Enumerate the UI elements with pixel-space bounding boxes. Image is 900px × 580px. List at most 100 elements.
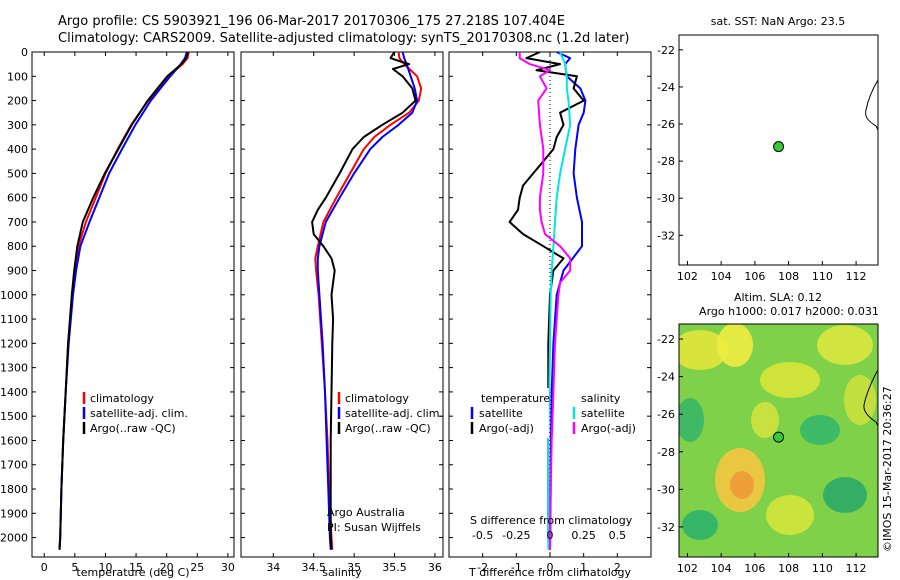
depth-tick-label: 1200: [0, 337, 28, 350]
map-y-tick-label: -28: [657, 446, 675, 459]
map-x-tick-label: 104: [711, 562, 732, 575]
temperature-plot: [43, 51, 229, 557]
series-line-argo_sal: [518, 52, 572, 550]
credit-line1: Argo Australia: [327, 506, 405, 519]
legend-label: satellite-adj. clim.: [90, 407, 188, 420]
temperature-xlabel: temperature (deg C): [76, 566, 189, 579]
map-y-tick-label: -26: [657, 408, 675, 421]
x-tick-label: 1: [580, 561, 587, 574]
x-tick-label: 30: [221, 561, 235, 574]
sla-heatmap: [679, 324, 878, 557]
x-tick-label: 35.5: [382, 561, 407, 574]
depth-tick-label: 400: [7, 143, 28, 156]
legend-header: temperature: [481, 392, 550, 405]
map-x-tick-label: 106: [744, 270, 765, 283]
map-x-tick-label: 110: [812, 562, 833, 575]
s-tick-label: 0.25: [571, 529, 596, 542]
title-line2: Climatology: CARS2009. Satellite-adjuste…: [58, 31, 630, 46]
series-line-satellite: [549, 51, 587, 550]
series-line-satellite: [58, 51, 188, 550]
difference-xlabel: T difference from climatology: [468, 566, 631, 579]
x-tick-label: 10: [98, 561, 112, 574]
x-tick-label: 20: [160, 561, 174, 574]
temperature-panel: [31, 51, 235, 558]
depth-tick-label: 500: [7, 167, 28, 180]
depth-tick-label: 0: [21, 46, 28, 59]
map-x-tick-label: 108: [778, 562, 799, 575]
depth-tick-label: 100: [7, 70, 28, 83]
series-line-climatology: [58, 51, 190, 550]
salinity-legend: climatology satellite-adj. clim. Argo(..…: [337, 392, 443, 435]
x-tick-label: 0: [547, 561, 554, 574]
map-y-tick-label: -24: [657, 81, 675, 94]
legend-label: satellite-adj. clim.: [345, 407, 443, 420]
argo-location-marker: [773, 141, 785, 153]
sst-map-axes: 102 104 106 108 110 112 -22 -24 -26 -28 -30 -32: [657, 44, 867, 283]
sst-map-title: sat. SST: NaN Argo: 23.5: [711, 15, 845, 28]
depth-tick-label: 300: [7, 119, 28, 132]
depth-tick-label: 1000: [0, 289, 28, 302]
x-tick-label: 35: [347, 561, 361, 574]
legend-label: climatology: [345, 392, 409, 405]
series-line-satellite: [316, 51, 419, 550]
map-y-tick-label: -32: [657, 229, 675, 242]
difference-plot: [482, 51, 618, 557]
x-tick-label: 15: [129, 561, 143, 574]
s-tick-label: 0.5: [609, 529, 627, 542]
series-line-argo: [508, 51, 585, 550]
salinity-panel: [240, 51, 444, 558]
sla-map-axes: 102 104 106 108 110 112 -22 -24 -26 -28 -30 -32: [657, 333, 867, 575]
s-tick-label: -0.5: [472, 529, 493, 542]
sla-map-title2: Argo h1000: 0.017 h2000: 0.031: [699, 305, 879, 318]
depth-tick-label: 1700: [0, 459, 28, 472]
legend-label: Argo(..raw -QC): [345, 422, 431, 435]
x-tick-label: 36: [428, 561, 442, 574]
depth-axis: 0 100 200 300 400 500 600 700 800 900 1000 1100 1200…: [0, 46, 651, 545]
x-tick-label: 25: [190, 561, 204, 574]
map-x-tick-label: 104: [711, 270, 732, 283]
credit-line2: PI: Susan Wijffels: [327, 521, 421, 534]
temperature-legend: climatology satellite-adj. clim. Argo(..…: [82, 392, 188, 435]
series-line-sat_sal: [547, 51, 572, 550]
map-x-tick-label: 102: [677, 562, 698, 575]
s-tick-label: -0.25: [502, 529, 530, 542]
map-x-tick-label: 112: [846, 562, 867, 575]
x-tick-label: 0: [41, 561, 48, 574]
map-y-tick-label: -24: [657, 371, 675, 384]
depth-tick-label: 1500: [0, 410, 28, 423]
series-line-argo: [58, 51, 190, 550]
legend-label: Argo(..raw -QC): [90, 422, 176, 435]
legend-label: climatology: [90, 392, 154, 405]
argo-location-marker: [773, 431, 785, 443]
depth-tick-label: 1100: [0, 313, 28, 326]
map-x-tick-label: 112: [846, 270, 867, 283]
coastline: [865, 79, 879, 131]
depth-tick-label: 800: [7, 240, 28, 253]
map-y-tick-label: -22: [657, 333, 675, 346]
x-tick-label: -1: [511, 561, 522, 574]
depth-tick-label: 1400: [0, 386, 28, 399]
x-tick-labels: 0 5 10 15 20 25 30 34 34.5 35 35.5 36 -2 -1 0 1 2: [41, 561, 621, 574]
depth-tick-label: 600: [7, 192, 28, 205]
imos-credit: ©IMOS 15-Mar-2017 20:36:27: [881, 386, 894, 552]
salinity-xlabel: salinity: [322, 566, 362, 579]
map-y-tick-label: -30: [657, 192, 675, 205]
x-tick-label: 34: [266, 561, 280, 574]
legend-header: salinity: [581, 392, 621, 405]
s-tick-label: 0: [547, 529, 554, 542]
depth-tick-label: 1600: [0, 434, 28, 447]
map-x-tick-label: 110: [812, 270, 833, 283]
map-y-tick-label: -28: [657, 155, 675, 168]
map-y-tick-label: -32: [657, 521, 675, 534]
legend-label: satellite: [479, 407, 523, 420]
map-y-tick-label: -30: [657, 483, 675, 496]
series-line-argo: [311, 51, 417, 550]
legend-label: Argo(-adj): [581, 422, 636, 435]
x-tick-label: 5: [71, 561, 78, 574]
legend-label: Argo(-adj): [479, 422, 534, 435]
x-tick-label: 2: [614, 561, 621, 574]
x-tick-label: 34.5: [301, 561, 326, 574]
depth-tick-label: 1300: [0, 362, 28, 375]
depth-tick-label: 900: [7, 265, 28, 278]
